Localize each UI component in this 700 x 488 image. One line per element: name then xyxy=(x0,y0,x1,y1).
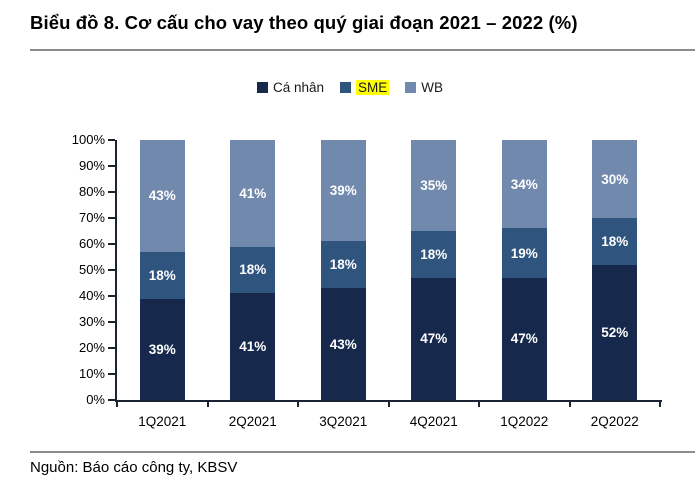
bar-value-label: 39% xyxy=(148,341,176,357)
y-axis-line xyxy=(115,140,117,402)
bar-value-label: 18% xyxy=(420,246,448,262)
y-tick-mark xyxy=(108,295,115,297)
bar-segment-cá-nhân: 43% xyxy=(320,288,366,400)
x-tick-mark xyxy=(387,402,390,407)
x-category-label: 1Q2021 xyxy=(138,414,187,429)
bar-segment-sme: 18% xyxy=(230,246,276,294)
y-tick-label: 10% xyxy=(78,366,105,381)
bar-value-label: 43% xyxy=(329,336,357,352)
bar-value-label: 30% xyxy=(601,171,629,187)
bar-segment-wb: 30% xyxy=(592,140,638,218)
y-tick-label: 30% xyxy=(78,314,105,329)
y-tick-label: 100% xyxy=(71,132,105,147)
bar-value-label: 47% xyxy=(510,331,538,347)
x-category-label: 2Q2021 xyxy=(228,414,277,429)
bar-value-label: 41% xyxy=(239,339,267,355)
legend-label: WB xyxy=(421,80,444,95)
y-tick-label: 70% xyxy=(78,210,105,225)
y-tick-label: 0% xyxy=(86,392,105,407)
x-category-label: 3Q2021 xyxy=(319,414,368,429)
footer-divider xyxy=(30,451,695,453)
legend-item: Cá nhân xyxy=(256,80,325,95)
y-tick-mark xyxy=(108,165,115,167)
bar-value-label: 18% xyxy=(148,267,176,283)
bar-segment-wb: 43% xyxy=(139,140,185,252)
legend-label: SME xyxy=(356,80,390,95)
x-tick-mark xyxy=(297,402,299,407)
x-tick-mark xyxy=(206,402,209,407)
bar-value-label: 39% xyxy=(329,183,357,199)
y-tick-mark xyxy=(108,321,115,323)
bar-value-label: 35% xyxy=(420,178,448,193)
bar-segment-sme: 18% xyxy=(592,218,638,265)
bar-segment-wb: 35% xyxy=(411,140,457,231)
x-category-label: 2Q2022 xyxy=(590,414,639,429)
x-axis-line xyxy=(115,400,662,402)
bar-value-label: 34% xyxy=(510,176,538,192)
legend-label: Cá nhân xyxy=(272,80,325,95)
y-tick-mark xyxy=(108,243,115,245)
bar-value-label: 18% xyxy=(239,262,267,278)
bar-value-label: 41% xyxy=(239,185,267,201)
y-tick-label: 20% xyxy=(78,340,105,355)
bar-segment-wb: 39% xyxy=(320,140,366,242)
x-tick-mark xyxy=(659,402,661,407)
bar-segment-sme: 18% xyxy=(320,241,366,289)
x-category-label: 1Q2022 xyxy=(500,414,549,429)
y-tick-mark xyxy=(108,347,115,349)
y-tick-mark xyxy=(108,269,115,271)
bar-segment-sme: 18% xyxy=(411,231,457,278)
y-tick-mark xyxy=(108,191,115,193)
bar-segment-wb: 34% xyxy=(501,140,547,229)
y-tick-mark xyxy=(108,399,115,401)
x-tick-mark xyxy=(116,402,118,407)
source-note: Nguồn: Báo cáo công ty, KBSV xyxy=(30,459,238,476)
y-tick-label: 80% xyxy=(78,184,105,199)
bar-value-label: 18% xyxy=(601,233,629,249)
bar-segment-sme: 19% xyxy=(501,228,547,278)
chart-legend: Cá nhân SME WB xyxy=(0,80,700,95)
bar-segment-cá-nhân: 47% xyxy=(411,277,457,400)
x-tick-mark xyxy=(568,402,571,407)
y-tick-label: 90% xyxy=(78,158,105,173)
title-divider xyxy=(30,49,695,51)
legend-item: WB xyxy=(405,80,443,95)
bar-segment-wb: 41% xyxy=(230,140,276,247)
chart-title: Biểu đồ 8. Cơ cấu cho vay theo quý giai … xyxy=(30,12,578,33)
y-tick-mark xyxy=(108,373,115,375)
legend-item: SME xyxy=(340,80,390,95)
x-tick-mark xyxy=(478,402,480,407)
y-tick-label: 60% xyxy=(78,236,105,251)
bar-segment-cá-nhân: 39% xyxy=(139,298,185,400)
bar-segment-sme: 18% xyxy=(139,251,185,299)
y-tick-label: 40% xyxy=(78,288,105,303)
y-tick-label: 50% xyxy=(78,262,105,277)
y-tick-mark xyxy=(108,139,115,141)
bar-segment-cá-nhân: 41% xyxy=(230,293,276,400)
bar-value-label: 43% xyxy=(148,188,176,204)
bar-value-label: 19% xyxy=(510,245,538,261)
y-tick-mark xyxy=(108,217,115,219)
bar-value-label: 52% xyxy=(601,324,629,340)
legend-swatch-icon xyxy=(340,82,352,93)
bar-value-label: 47% xyxy=(420,331,448,347)
bar-segment-cá-nhân: 52% xyxy=(592,264,638,400)
x-category-label: 4Q2021 xyxy=(409,414,458,429)
bar-segment-cá-nhân: 47% xyxy=(501,277,547,400)
legend-swatch-icon xyxy=(256,82,268,93)
legend-swatch-icon xyxy=(405,82,417,93)
bar-value-label: 18% xyxy=(329,257,357,273)
